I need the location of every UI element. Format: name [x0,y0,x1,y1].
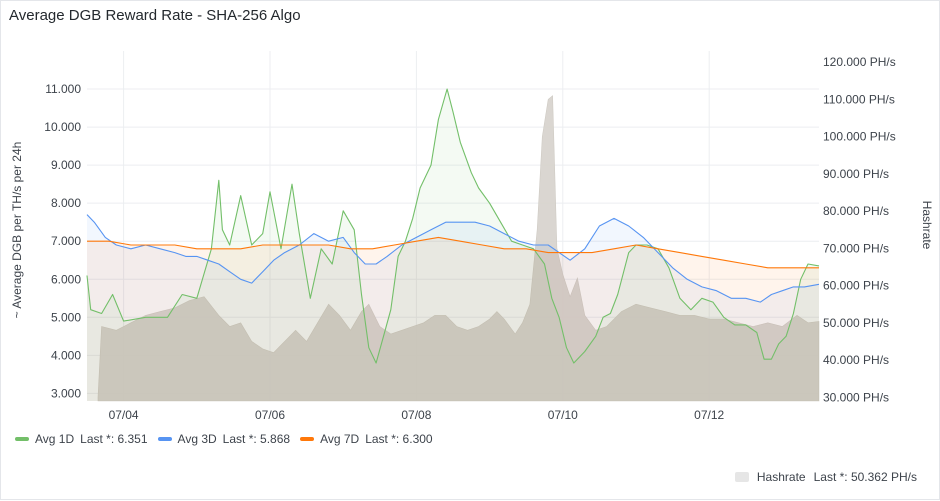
y-right-axis-label: Hashrate [920,201,934,250]
y-right-tick-label: 80.000 PH/s [823,204,889,218]
line-layer [86,88,820,364]
series-area-avg-7d [87,237,819,401]
x-ticks: 07/04 07/06 07/08 07/10 07/12 [109,408,725,422]
y-left-tick-label: 11.000 [45,82,81,96]
x-tick-label: 07/08 [401,408,431,422]
legend-label-avg-7d: Avg 7D [320,432,360,446]
legend-label-avg-3d: Avg 3D [177,432,217,446]
series-area-avg-3d [87,214,819,401]
y-left-tick-label: 8.000 [51,196,81,210]
y-left-ticks: 3.000 4.000 5.000 6.000 7.000 8.000 9.000 10.00… [44,82,81,400]
legend-item-avg-1d[interactable]: Avg 1D Last *: 6.351 [15,432,148,446]
y-right-tick-label: 30.000 PH/s [823,390,889,404]
legend-swatch-avg-3d [157,437,172,441]
y-right-tick-label: 100.000 PH/s [823,130,896,144]
panel-title[interactable]: Average DGB Reward Rate - SHA-256 Algo [9,7,301,24]
y-left-tick-label: 5.000 [51,310,81,324]
y-right-tick-label: 40.000 PH/s [823,353,889,367]
y-left-tick-label: 6.000 [51,272,81,286]
y-right-tick-label: 110.000 PH/s [823,92,895,106]
legend-last-avg-3d: Last *: 5.868 [222,432,291,446]
legend-swatch-hashrate [734,472,749,482]
series-area-avg-1d [87,89,819,401]
legend-label-avg-1d: Avg 1D [35,432,75,446]
y-right-tick-label: 70.000 PH/s [823,241,889,255]
x-tick-label: 07/12 [694,408,724,422]
y-right-tick-label: 120.000 PH/s [823,55,896,69]
legend-item-avg-3d[interactable]: Avg 3D Last *: 5.868 [157,432,291,446]
y-right-ticks: 30.000 PH/s 40.000 PH/s 50.000 PH/s 60.000 … [823,55,896,404]
y-left-tick-label: 7.000 [51,234,81,248]
series-line-avg-7d [87,236,819,269]
y-left-tick-label: 9.000 [51,158,81,172]
x-tick-label: 07/04 [109,408,139,422]
legend-last-avg-1d: Last *: 6.351 [80,432,148,446]
x-tick-label: 07/06 [255,408,285,422]
legend: Avg 1D Last *: 6.351 Avg 3D Last *: 5.86… [15,432,433,446]
legend-swatch-avg-7d [300,437,315,441]
legend-item-hashrate[interactable]: Hashrate Last *: 50.362 PH/s [734,470,917,484]
legend-swatch-avg-1d [15,437,29,441]
series-line-avg-1d [86,88,820,364]
y-left-tick-label: 4.000 [51,348,81,362]
y-left-tick-label: 10.000 [44,120,81,134]
y-right-tick-label: 90.000 PH/s [823,167,889,181]
x-tick-label: 07/10 [548,408,578,422]
legend-last-hashrate: Last *: 50.362 PH/s [813,470,917,484]
y-left-axis-label: ~ Average DGB per TH/s per 24h [10,142,24,319]
legend-item-avg-7d[interactable]: Avg 7D Last *: 6.300 [300,432,433,446]
series-line-avg-3d [86,214,820,303]
fill-layer [87,89,819,401]
y-right-tick-label: 50.000 PH/s [823,316,889,330]
series-area-hashrate [97,95,820,402]
y-right-tick-label: 60.000 PH/s [823,279,889,293]
y-left-tick-label: 3.000 [51,386,81,400]
legend-last-avg-7d: Last *: 6.300 [365,432,433,446]
legend-label-hashrate: Hashrate [756,470,806,484]
hashrate-layer [97,95,820,402]
